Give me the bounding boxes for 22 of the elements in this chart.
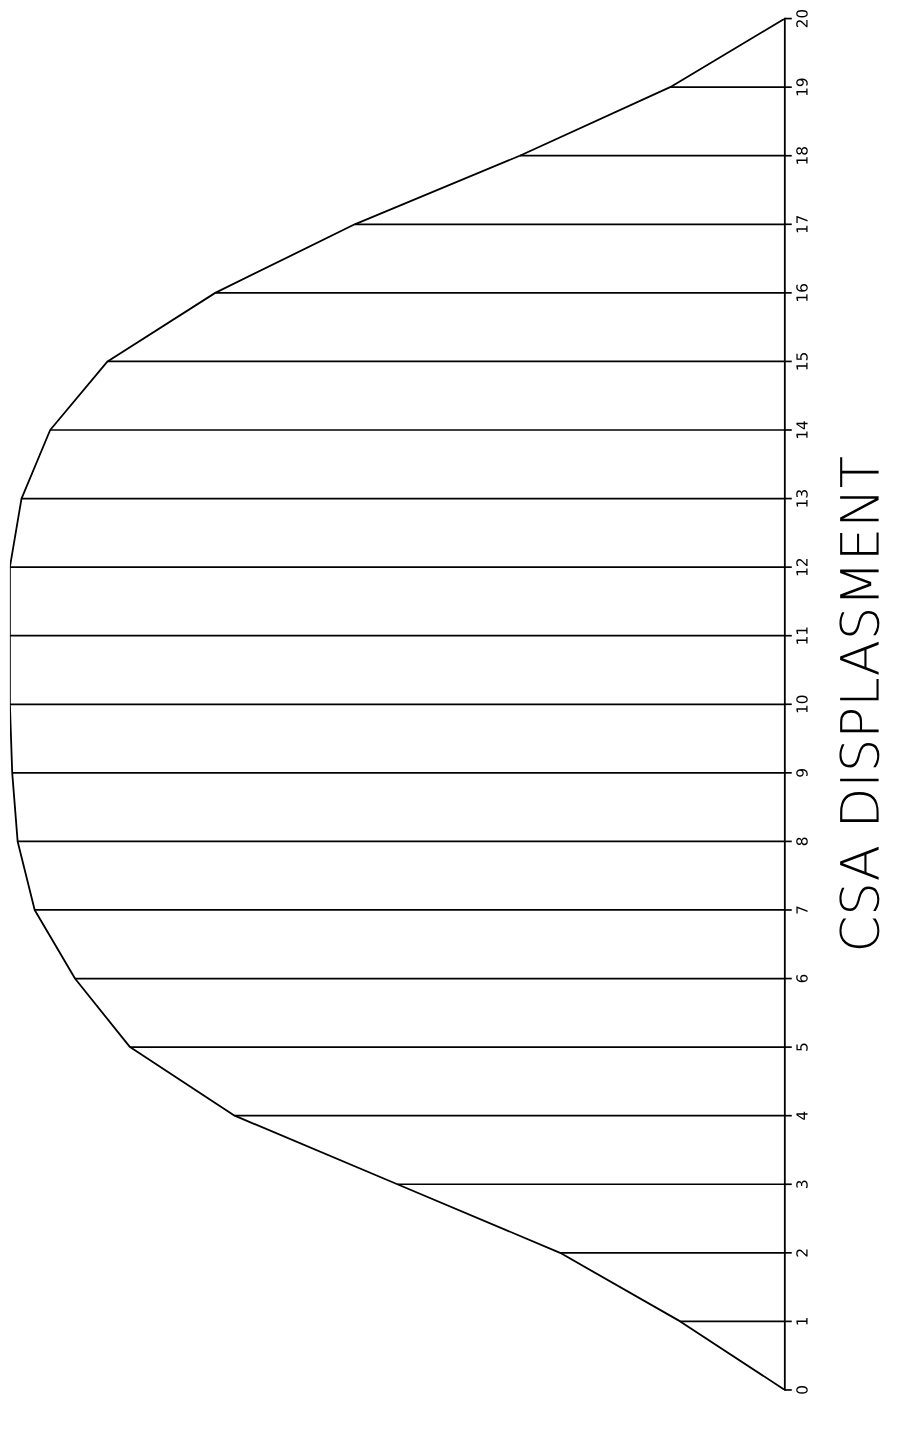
y-axis-title: CSA DISPLASMENT bbox=[839, 457, 880, 949]
y-tick-label: 18 bbox=[796, 147, 808, 164]
y-tick-label: 17 bbox=[796, 215, 808, 233]
y-tick-label: 4 bbox=[796, 1111, 808, 1120]
y-tick-label: 13 bbox=[796, 490, 808, 507]
y-tick-label: 2 bbox=[796, 1249, 808, 1257]
y-tick-label: 14 bbox=[796, 421, 808, 439]
y-tick-label: 16 bbox=[796, 284, 808, 301]
y-tick-label: 9 bbox=[796, 769, 808, 777]
y-tick-label: 10 bbox=[796, 695, 808, 713]
y-tick-label: 8 bbox=[796, 837, 808, 846]
y-tick-label: 5 bbox=[796, 1043, 808, 1051]
y-tick-label: 6 bbox=[796, 974, 808, 983]
y-tick-label: 20 bbox=[796, 9, 808, 28]
y-tick-label: 0 bbox=[796, 1386, 808, 1394]
y-tick-label: 19 bbox=[796, 78, 808, 96]
y-tick-label: 1 bbox=[796, 1317, 808, 1325]
y-tick-label: 15 bbox=[796, 353, 808, 370]
y-tick-label: 3 bbox=[796, 1180, 808, 1188]
y-tick-label: 7 bbox=[796, 906, 808, 914]
y-tick-label: 11 bbox=[796, 627, 808, 644]
y-tick-label: 12 bbox=[796, 558, 808, 576]
